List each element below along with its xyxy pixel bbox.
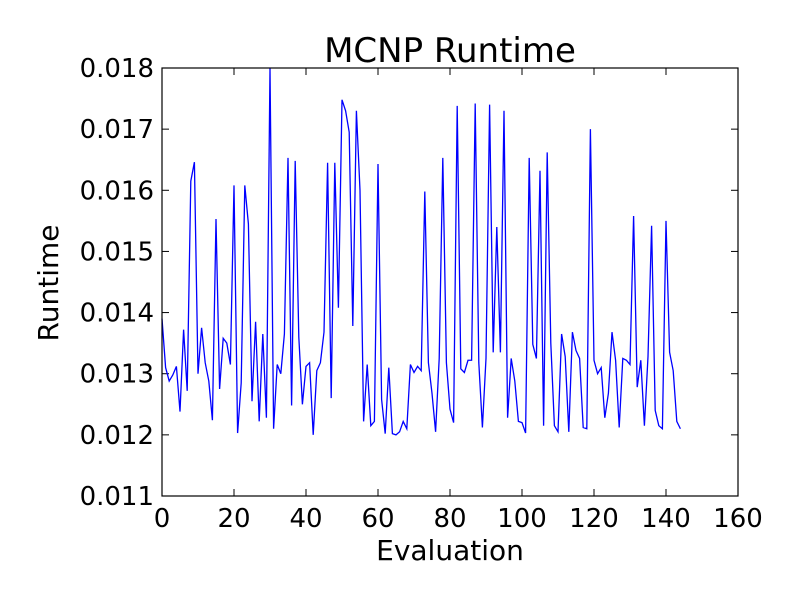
x-tick-label: 0: [154, 504, 171, 534]
x-axis-label: Evaluation: [376, 534, 524, 567]
plot-background: [162, 68, 738, 496]
series-line: [161, 67, 681, 436]
chart-title: MCNP Runtime: [324, 31, 576, 71]
x-tick-label: 100: [497, 504, 547, 534]
y-axis-label: Runtime: [32, 225, 65, 342]
y-tick-label: 0.015: [80, 237, 154, 267]
x-tick-label: 80: [433, 504, 466, 534]
y-tick-label: 0.014: [80, 299, 154, 329]
x-tick-label: 20: [217, 504, 250, 534]
x-tick-label: 120: [569, 504, 619, 534]
tick-labels: 0 20 40 60 80 100 120 140 160 0.011 0.012 0.013 0.01…: [80, 54, 763, 534]
y-tick-label: 0.013: [80, 360, 154, 390]
y-tick-label: 0.011: [80, 482, 154, 512]
plot-frame: [161, 67, 739, 497]
x-tick-label: 60: [361, 504, 394, 534]
x-tick-label: 160: [713, 504, 763, 534]
y-tick-label: 0.012: [80, 421, 154, 451]
y-tick-label: 0.016: [80, 176, 154, 206]
y-tick-label: 0.017: [80, 115, 154, 145]
x-tick-label: 140: [641, 504, 691, 534]
x-tick-label: 40: [289, 504, 322, 534]
y-tick-label: 0.018: [80, 54, 154, 84]
